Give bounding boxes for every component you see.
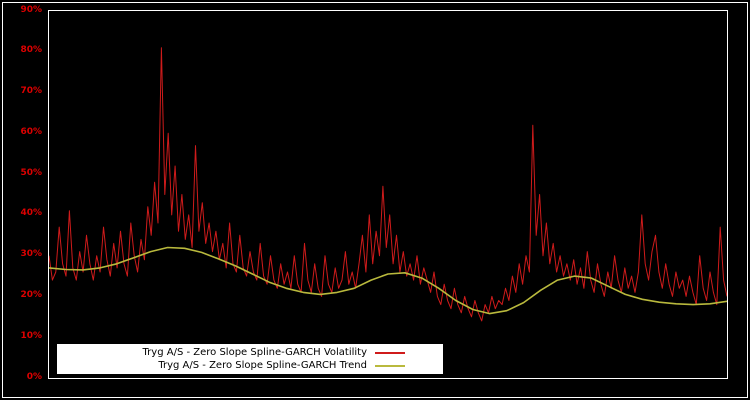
legend-line-sample-trend	[375, 364, 405, 367]
legend-label-volatility: Tryg A/S - Zero Slope Spline-GARCH Volat…	[142, 346, 367, 358]
y-tick-label: 40%	[20, 208, 42, 219]
y-tick-label: 30%	[20, 249, 42, 260]
y-tick-label: 90%	[20, 4, 42, 15]
y-tick-label: 80%	[20, 45, 42, 56]
series-plot-svg	[49, 47, 727, 322]
series-line	[49, 47, 727, 322]
legend-row-volatility: Tryg A/S - Zero Slope Spline-GARCH Volat…	[57, 346, 443, 359]
legend-line-sample-volatility	[375, 351, 405, 354]
y-axis: 0% 10% 20% 30% 40% 50% 60% 70% 80% 90%	[0, 0, 45, 400]
y-tick-label: 20%	[20, 289, 42, 300]
legend: Tryg A/S - Zero Slope Spline-GARCH Volat…	[57, 344, 443, 374]
y-tick-label: 60%	[20, 126, 42, 137]
series-line	[49, 246, 727, 315]
legend-row-trend: Tryg A/S - Zero Slope Spline-GARCH Trend	[57, 359, 443, 372]
legend-label-trend: Tryg A/S - Zero Slope Spline-GARCH Trend	[158, 359, 367, 371]
y-tick-label: 50%	[20, 167, 42, 178]
y-tick-label: 10%	[20, 330, 42, 341]
y-tick-label: 0%	[26, 371, 42, 382]
y-tick-label: 70%	[20, 86, 42, 97]
plot-area: Tryg A/S - Zero Slope Spline-GARCH Volat…	[48, 10, 728, 379]
